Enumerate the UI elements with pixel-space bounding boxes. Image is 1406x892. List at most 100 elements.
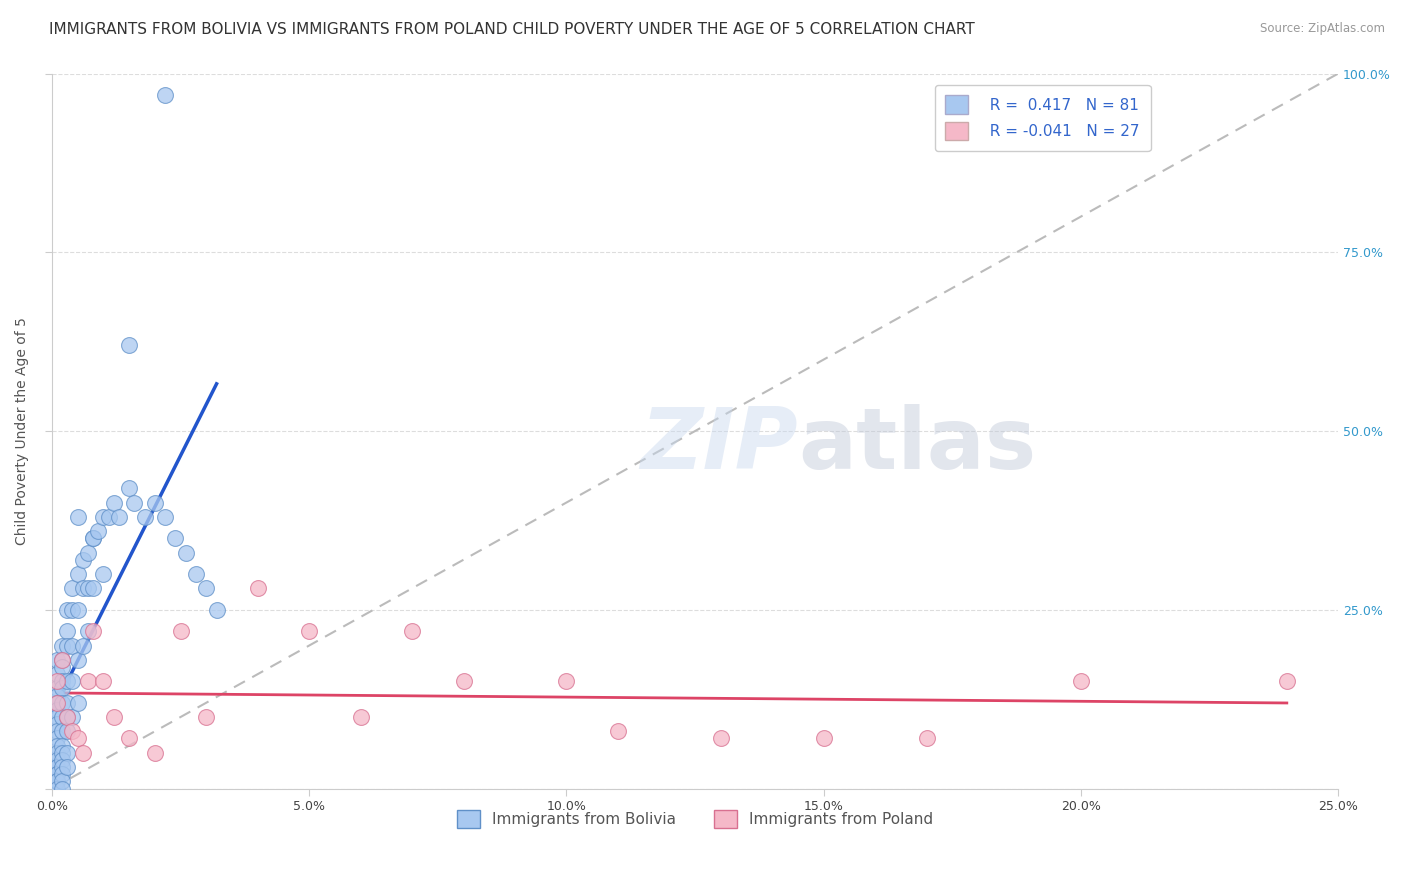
Point: [46, 696, 69, 710]
Point: [51, 746, 73, 760]
Point: [46, 774, 69, 789]
Point: [205, 603, 228, 617]
Point: [606, 724, 628, 739]
Point: [51, 739, 73, 753]
Y-axis label: Child Poverty Under the Age of 5: Child Poverty Under the Age of 5: [15, 317, 30, 545]
Point: [143, 746, 166, 760]
Point: [93, 567, 115, 582]
Point: [165, 531, 187, 545]
Point: [453, 674, 475, 689]
Point: [915, 731, 938, 746]
Point: [46, 767, 69, 781]
Point: [46, 746, 69, 760]
Point: [195, 582, 218, 596]
Point: [118, 481, 141, 495]
Point: [46, 774, 69, 789]
Point: [401, 624, 423, 639]
Point: [66, 509, 89, 524]
Point: [46, 710, 69, 724]
Point: [51, 639, 73, 653]
Point: [82, 582, 104, 596]
Text: IMMIGRANTS FROM BOLIVIA VS IMMIGRANTS FROM POLAND CHILD POVERTY UNDER THE AGE OF: IMMIGRANTS FROM BOLIVIA VS IMMIGRANTS FR…: [49, 22, 974, 37]
Point: [46, 696, 69, 710]
Point: [169, 624, 191, 639]
Point: [51, 753, 73, 767]
Point: [51, 681, 73, 696]
Point: [56, 624, 79, 639]
Point: [77, 582, 100, 596]
Point: [1070, 674, 1092, 689]
Point: [77, 545, 100, 559]
Point: [66, 567, 89, 582]
Point: [51, 767, 73, 781]
Point: [46, 781, 69, 796]
Point: [51, 760, 73, 774]
Point: [72, 639, 94, 653]
Point: [813, 731, 835, 746]
Point: [46, 703, 69, 717]
Point: [143, 495, 166, 509]
Point: [46, 653, 69, 667]
Point: [298, 624, 321, 639]
Point: [51, 653, 73, 667]
Point: [66, 603, 89, 617]
Point: [103, 495, 125, 509]
Point: [66, 696, 89, 710]
Point: [118, 338, 141, 352]
Point: [66, 653, 89, 667]
Point: [56, 603, 79, 617]
Point: [62, 674, 84, 689]
Point: [184, 567, 207, 582]
Point: [77, 674, 100, 689]
Point: [46, 717, 69, 731]
Point: [46, 674, 69, 689]
Point: [555, 674, 578, 689]
Point: [350, 710, 373, 724]
Point: [46, 753, 69, 767]
Point: [46, 667, 69, 681]
Point: [46, 681, 69, 696]
Point: [72, 582, 94, 596]
Point: [93, 674, 115, 689]
Point: [46, 731, 69, 746]
Point: [56, 760, 79, 774]
Point: [56, 746, 79, 760]
Point: [56, 639, 79, 653]
Point: [103, 710, 125, 724]
Point: [51, 674, 73, 689]
Point: [56, 710, 79, 724]
Point: [174, 545, 197, 559]
Point: [56, 696, 79, 710]
Point: [62, 582, 84, 596]
Point: [118, 731, 141, 746]
Point: [62, 603, 84, 617]
Point: [51, 781, 73, 796]
Point: [82, 624, 104, 639]
Point: [710, 731, 733, 746]
Point: [97, 509, 120, 524]
Point: [82, 531, 104, 545]
Point: [87, 524, 110, 538]
Point: [1275, 674, 1298, 689]
Text: atlas: atlas: [799, 404, 1036, 487]
Point: [46, 767, 69, 781]
Point: [46, 724, 69, 739]
Point: [51, 774, 73, 789]
Point: [62, 710, 84, 724]
Text: Source: ZipAtlas.com: Source: ZipAtlas.com: [1260, 22, 1385, 36]
Point: [62, 724, 84, 739]
Point: [46, 739, 69, 753]
Point: [46, 760, 69, 774]
Point: [82, 531, 104, 545]
Point: [72, 746, 94, 760]
Legend: Immigrants from Bolivia, Immigrants from Poland: Immigrants from Bolivia, Immigrants from…: [451, 804, 939, 835]
Point: [62, 639, 84, 653]
Point: [153, 509, 176, 524]
Point: [122, 495, 145, 509]
Point: [107, 509, 129, 524]
Point: [51, 724, 73, 739]
Point: [56, 674, 79, 689]
Point: [51, 660, 73, 674]
Point: [51, 696, 73, 710]
Point: [46, 760, 69, 774]
